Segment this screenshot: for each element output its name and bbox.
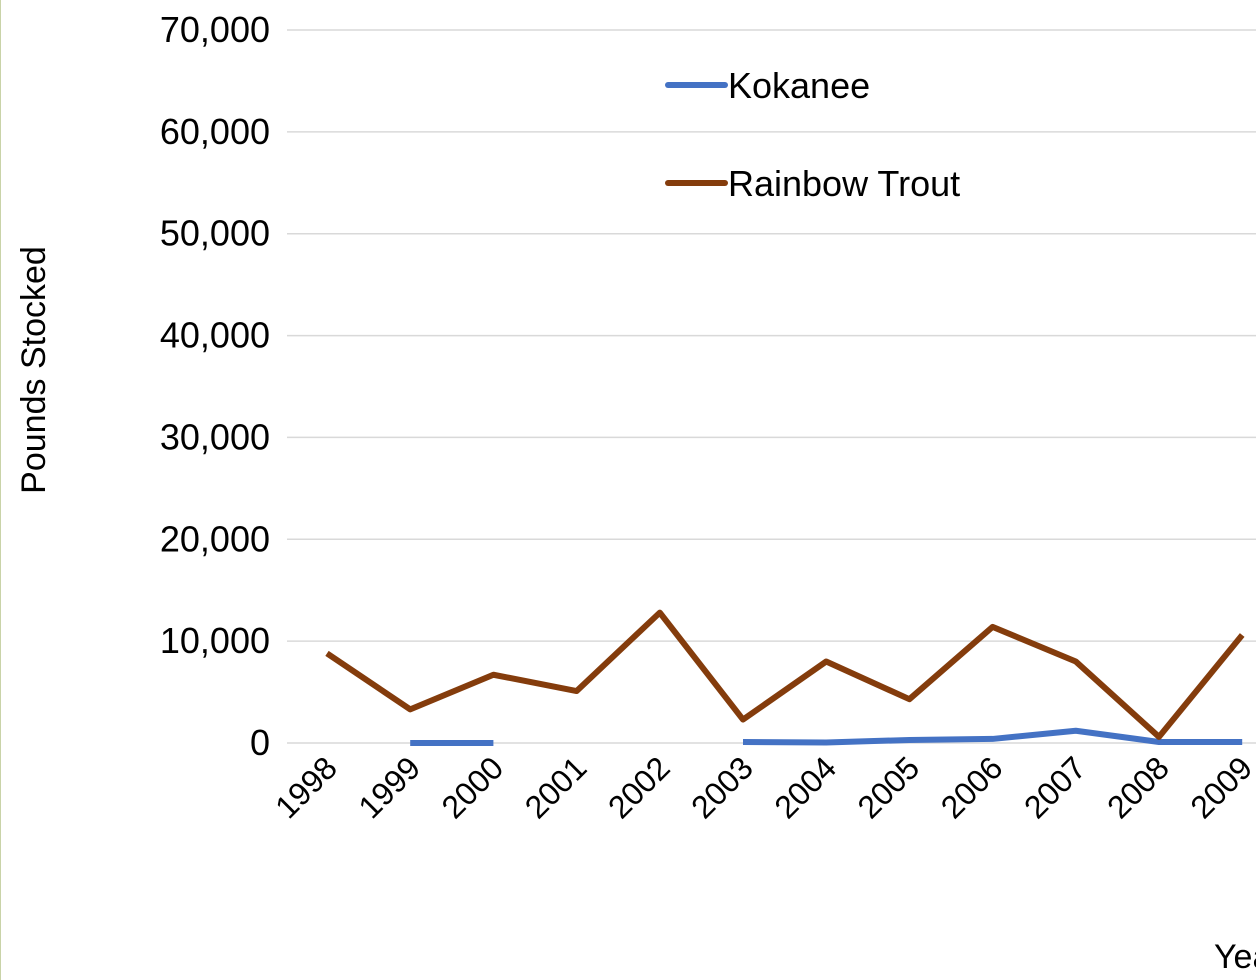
x-axis-title: Year xyxy=(1214,938,1256,976)
x-tick-label: 2001 xyxy=(518,749,594,825)
y-tick-label: 40,000 xyxy=(160,315,270,356)
x-tick-label: 2004 xyxy=(767,749,843,825)
x-tick-label: 2008 xyxy=(1100,749,1176,825)
y-tick-label: 50,000 xyxy=(160,213,270,254)
x-tick-label: 2007 xyxy=(1017,749,1093,825)
y-tick-label: 20,000 xyxy=(160,518,270,559)
x-tick-label: 2005 xyxy=(851,749,927,825)
x-tick-label: 1998 xyxy=(268,749,344,825)
x-tick-label: 2000 xyxy=(435,749,511,825)
y-tick-label: 60,000 xyxy=(160,111,270,152)
y-axis-title: Pounds Stocked xyxy=(15,246,53,494)
legend-label: Rainbow Trout xyxy=(728,163,960,204)
y-tick-label: 70,000 xyxy=(160,9,270,50)
legend-label: Kokanee xyxy=(728,65,870,106)
x-tick-label: 2006 xyxy=(934,749,1010,825)
series-line xyxy=(410,727,1243,746)
x-tick-label: 1999 xyxy=(351,749,427,825)
x-tick-label: 2003 xyxy=(684,749,760,825)
y-tick-label: 30,000 xyxy=(160,416,270,457)
series-line xyxy=(325,609,1245,740)
y-tick-label: 10,000 xyxy=(160,620,270,661)
x-tick-label: 2009 xyxy=(1183,749,1256,825)
y-tick-label: 0 xyxy=(250,722,270,763)
x-tick-label: 2002 xyxy=(601,749,677,825)
